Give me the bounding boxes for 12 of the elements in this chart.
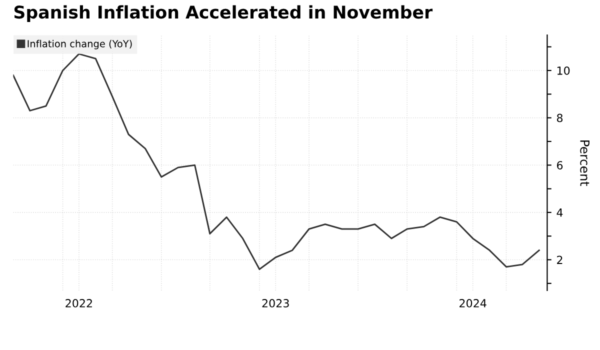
y-tick-label: 10 [557,66,570,75]
x-tick-label: 2023 [262,299,289,308]
x-tick-label: 2022 [66,299,92,308]
y-tick-label: 6 [557,161,563,170]
y-axis-title: Percent [580,140,590,186]
y-tick-label: 2 [557,256,562,264]
legend-label: Inflation change (YoY) [28,40,132,50]
line-series [13,53,540,270]
y-tick-label: 8 [556,114,563,122]
x-tick-label: 2024 [460,299,486,308]
chart-title: Spanish Inflation Accelerated in November [14,5,433,22]
y-tick-label: 4 [556,208,563,217]
